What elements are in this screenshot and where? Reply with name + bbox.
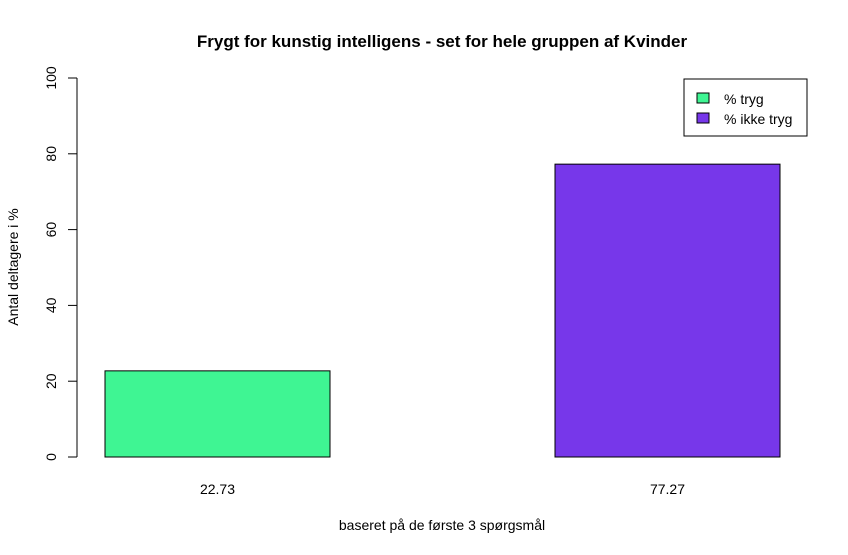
- chart-title: Frygt for kunstig intelligens - set for …: [197, 32, 688, 51]
- x-tick-labels: 22.73 77.27: [200, 481, 685, 497]
- y-axis-ticks: 0 20 40 60 80 100: [43, 66, 77, 461]
- legend-box: [683, 78, 808, 137]
- legend-swatch-tryg: [696, 92, 710, 104]
- bar-1: [554, 163, 781, 458]
- y-tick-label: 100: [43, 66, 59, 90]
- legend-label-tryg: % tryg: [724, 91, 764, 107]
- x-tick-label: 77.27: [650, 481, 685, 497]
- y-axis-label: Antal deltagere i %: [5, 208, 21, 326]
- x-tick-label: 22.73: [200, 481, 235, 497]
- y-tick-label: 20: [43, 373, 59, 389]
- bars: [104, 163, 781, 458]
- y-tick-label: 40: [43, 297, 59, 313]
- legend-label-ikke-tryg: % ikke tryg: [724, 111, 792, 127]
- x-axis-label: baseret på de første 3 spørgsmål: [339, 517, 545, 533]
- y-tick-label: 0: [43, 453, 59, 461]
- legend: % tryg % ikke tryg: [683, 78, 808, 137]
- y-tick-label: 80: [43, 146, 59, 162]
- legend-swatch-ikke-tryg: [696, 112, 710, 124]
- y-tick-label: 60: [43, 222, 59, 238]
- bar-0: [104, 370, 331, 458]
